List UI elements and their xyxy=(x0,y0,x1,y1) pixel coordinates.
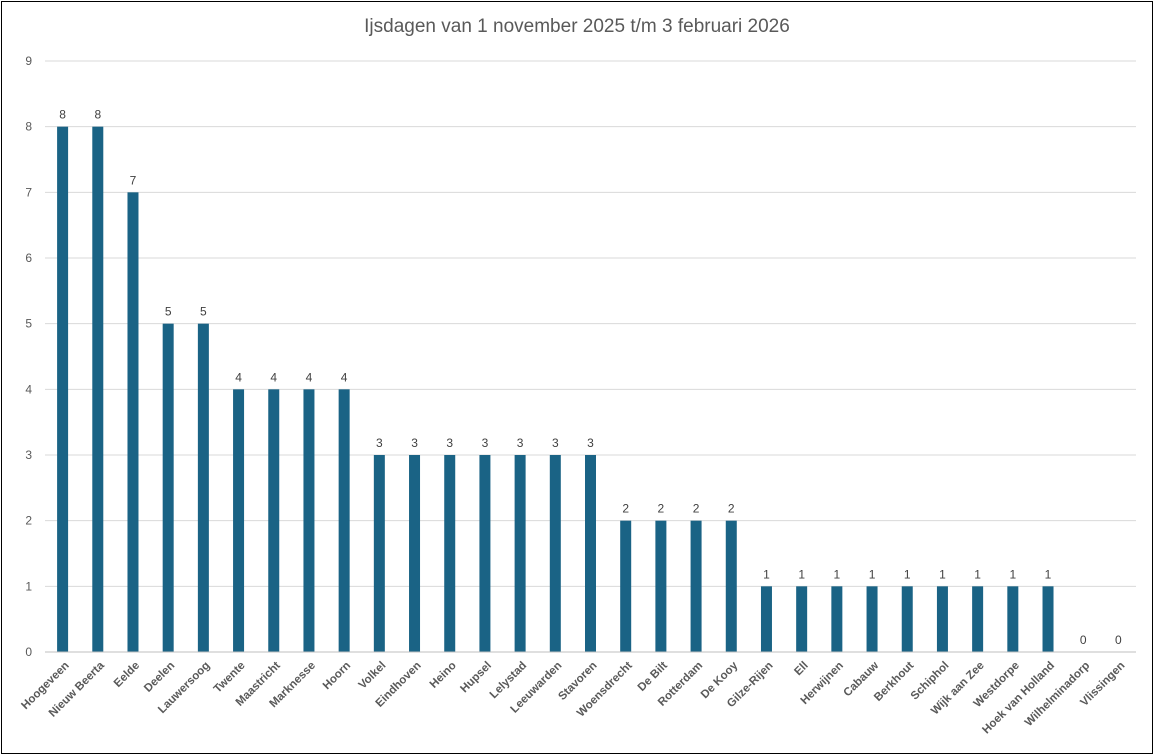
x-tick-label: Volkel xyxy=(357,660,389,692)
bar xyxy=(479,455,491,652)
y-tick-label: 5 xyxy=(25,317,32,331)
bar xyxy=(831,586,843,652)
data-label: 3 xyxy=(517,436,524,450)
bar xyxy=(303,389,315,652)
data-label: 5 xyxy=(165,305,172,319)
bar xyxy=(514,455,526,652)
bar xyxy=(866,586,878,652)
data-label: 2 xyxy=(622,502,629,516)
bar xyxy=(409,455,421,652)
x-tick-label: Deelen xyxy=(142,660,177,695)
y-tick-label: 9 xyxy=(25,54,32,68)
bar xyxy=(444,455,456,652)
data-label: 1 xyxy=(1009,567,1016,581)
x-tick-label: Wilhelminadorp xyxy=(1023,660,1092,729)
y-tick-label: 2 xyxy=(25,514,32,528)
bar xyxy=(725,520,737,652)
x-tick-label: Heino xyxy=(428,660,459,691)
bar xyxy=(92,126,104,652)
data-label: 2 xyxy=(728,502,735,516)
data-label: 3 xyxy=(446,436,453,450)
bar xyxy=(127,192,139,653)
x-tick-label: Hoorn xyxy=(321,660,353,692)
bar xyxy=(796,586,808,652)
bar xyxy=(760,586,772,652)
bar xyxy=(373,455,385,652)
bar xyxy=(690,520,702,652)
bar xyxy=(972,586,984,652)
y-tick-label: 0 xyxy=(25,645,32,659)
data-label: 1 xyxy=(904,567,911,581)
data-label: 5 xyxy=(200,305,207,319)
x-tick-label: De Bilt xyxy=(636,660,670,694)
bar xyxy=(268,389,280,652)
x-tick-label: Eelde xyxy=(112,660,142,690)
data-label: 1 xyxy=(974,567,981,581)
data-label: 1 xyxy=(834,567,841,581)
data-label: 3 xyxy=(552,436,559,450)
bar xyxy=(338,389,350,652)
y-tick-label: 8 xyxy=(25,120,32,134)
data-label: 4 xyxy=(270,370,277,384)
data-label: 8 xyxy=(94,108,101,122)
data-label: 4 xyxy=(306,370,313,384)
x-tick-label: Hupsel xyxy=(458,660,494,696)
bar xyxy=(233,389,245,652)
data-label: 1 xyxy=(1045,567,1052,581)
y-tick-label: 4 xyxy=(25,382,32,396)
y-tick-label: 7 xyxy=(25,185,32,199)
data-label: 1 xyxy=(939,567,946,581)
bar xyxy=(197,323,209,652)
data-label: 3 xyxy=(587,436,594,450)
data-label: 2 xyxy=(658,502,665,516)
x-tick-label: Ell xyxy=(792,660,810,678)
bar xyxy=(585,455,596,652)
data-label: 0 xyxy=(1080,633,1087,647)
x-tick-label: Twente xyxy=(212,660,248,696)
bar xyxy=(1042,586,1054,652)
bar xyxy=(57,126,69,652)
data-label: 3 xyxy=(411,436,418,450)
data-label: 7 xyxy=(130,173,137,187)
data-label: 2 xyxy=(693,502,700,516)
data-label: 3 xyxy=(482,436,489,450)
data-label: 3 xyxy=(376,436,383,450)
data-label: 1 xyxy=(763,567,770,581)
y-tick-label: 6 xyxy=(25,251,32,265)
data-label: 0 xyxy=(1115,633,1122,647)
bar xyxy=(1007,586,1019,652)
bar xyxy=(936,586,948,652)
bar xyxy=(620,520,632,652)
bar xyxy=(655,520,667,652)
bar xyxy=(549,455,561,652)
data-label: 4 xyxy=(341,370,348,384)
y-tick-label: 3 xyxy=(25,448,32,462)
bar xyxy=(162,323,174,652)
data-label: 8 xyxy=(59,108,66,122)
bar xyxy=(901,586,913,652)
data-label: 4 xyxy=(235,370,242,384)
y-tick-label: 1 xyxy=(25,579,32,593)
data-label: 1 xyxy=(798,567,805,581)
chart-title: Ijsdagen van 1 november 2025 t/m 3 febru… xyxy=(364,16,790,37)
data-label: 1 xyxy=(869,567,876,581)
